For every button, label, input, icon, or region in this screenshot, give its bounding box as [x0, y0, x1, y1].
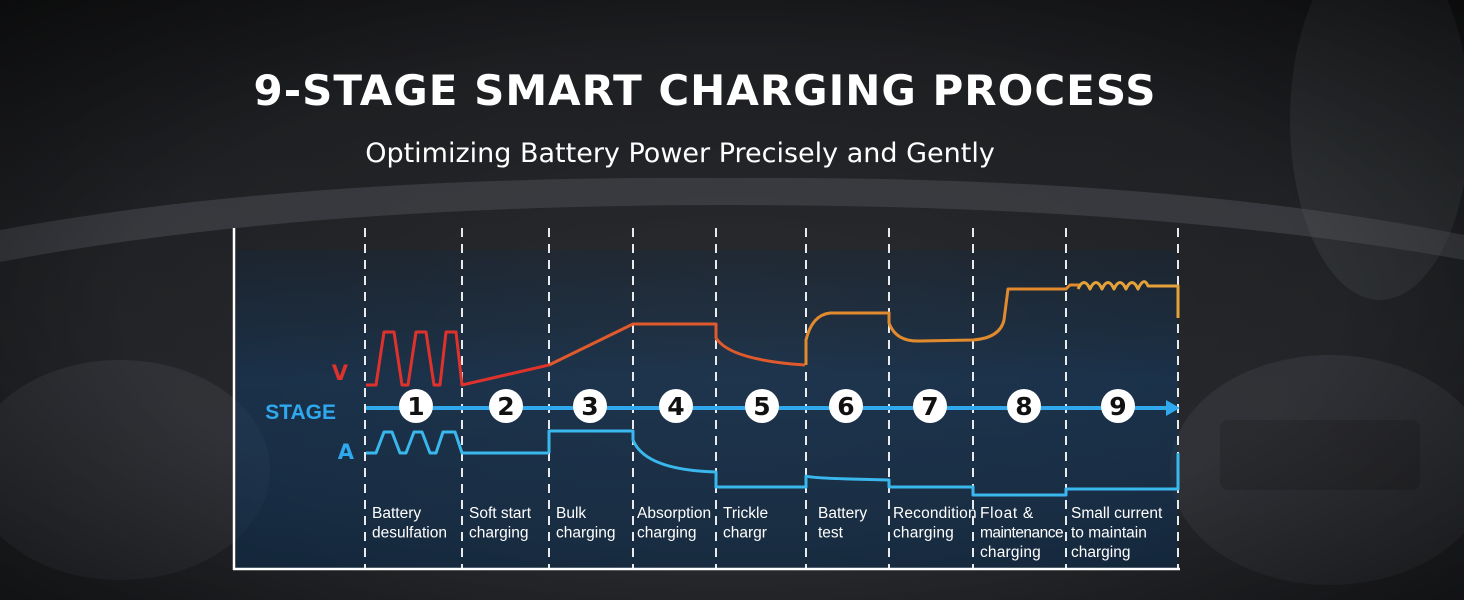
- stage-3-marker: [573, 389, 607, 423]
- stage-8-label-line: maintenance: [980, 525, 1064, 542]
- stage-5-label-line: Trickle: [723, 505, 768, 522]
- voltage-curve-early: [366, 330, 550, 387]
- current-curve-main: [547, 429, 1180, 497]
- stage-3-label-line: charging: [556, 525, 615, 542]
- stage-9-label-line: Small current: [1071, 505, 1163, 522]
- page-title: 9-STAGE SMART CHARGING PROCESS: [253, 66, 1157, 115]
- stage-9-number: 9: [1109, 392, 1126, 421]
- stage-9-label-line: to maintain: [1071, 525, 1147, 542]
- voltage-legend: V: [332, 361, 349, 385]
- page-subtitle: Optimizing Battery Power Precisely and G…: [365, 138, 995, 169]
- stage-4-marker: [659, 389, 693, 423]
- stage-9-label-line: charging: [1071, 544, 1130, 561]
- voltage-curve-late: [804, 283, 1080, 365]
- voltage-curve-rise: [548, 322, 806, 367]
- stage-2-label-line: Soft start: [469, 505, 532, 522]
- timeline-arrow-icon: [1166, 400, 1180, 416]
- stage-1-label-line: Battery: [372, 505, 421, 522]
- stage-6-marker: [829, 389, 863, 423]
- stage-8-marker: [1007, 389, 1041, 423]
- stage-8-number: 8: [1015, 392, 1032, 421]
- stage-5-number: 5: [753, 392, 770, 421]
- stage-numbers: 1 2 3 4 5 6 7 8 9: [399, 389, 1135, 423]
- stage-1-label-line: desulfation: [372, 525, 447, 542]
- stage-7-number: 7: [921, 392, 938, 421]
- stage-5-label-line: chargr: [723, 525, 767, 542]
- stage-1-number: 1: [407, 392, 424, 421]
- stage-3-number: 3: [581, 392, 598, 421]
- stage-8-label-line: Float &: [980, 505, 1034, 522]
- stage-7-marker: [913, 389, 947, 423]
- stage-labels: Battery desulfation Soft start charging Bulk…: [372, 505, 1163, 561]
- stage-7-label-line: Recondition: [893, 505, 977, 522]
- stage-6-label-line: test: [818, 525, 844, 542]
- stage-4-label-line: Absorption: [637, 505, 711, 522]
- stage-6-label-line: Battery: [818, 505, 867, 522]
- stage-2-number: 2: [497, 392, 514, 421]
- stage-2-label-line: charging: [469, 525, 528, 542]
- stage-legend: STAGE: [265, 401, 336, 424]
- stage-4-label-line: charging: [637, 525, 696, 542]
- stage-2-marker: [489, 389, 523, 423]
- stage-4-number: 4: [667, 392, 684, 421]
- current-curve-early: [366, 430, 549, 455]
- stage-7-label-line: charging: [893, 525, 954, 542]
- voltage-curve-ripple: [1076, 280, 1180, 318]
- current-legend: A: [338, 440, 355, 464]
- stage-8-label-line: charging: [980, 544, 1041, 561]
- stage-6-number: 6: [837, 392, 854, 421]
- stage-3-label-line: Bulk: [556, 505, 586, 522]
- stage-1-marker: [399, 389, 433, 423]
- stage-9-marker: [1101, 389, 1135, 423]
- stage-5-marker: [745, 389, 779, 423]
